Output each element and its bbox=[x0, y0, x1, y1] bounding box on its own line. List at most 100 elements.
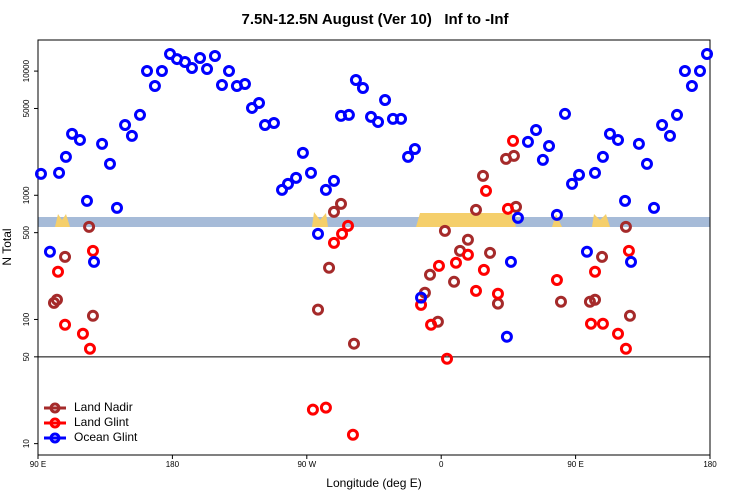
series bbox=[34, 47, 714, 343]
point bbox=[507, 134, 520, 147]
point bbox=[290, 171, 303, 184]
point bbox=[125, 129, 138, 142]
point bbox=[88, 255, 100, 268]
point bbox=[327, 236, 340, 249]
point bbox=[484, 246, 497, 259]
point bbox=[424, 268, 436, 281]
point bbox=[584, 317, 597, 330]
point bbox=[276, 183, 289, 196]
point bbox=[603, 127, 616, 140]
point bbox=[59, 318, 72, 331]
legend-label: Ocean Glint bbox=[74, 430, 138, 444]
point bbox=[194, 52, 207, 65]
point bbox=[304, 166, 317, 179]
point bbox=[693, 64, 706, 77]
point bbox=[521, 135, 534, 148]
point bbox=[448, 275, 461, 288]
point bbox=[550, 273, 563, 286]
point bbox=[648, 201, 660, 214]
point bbox=[558, 107, 571, 120]
point bbox=[59, 150, 72, 163]
point bbox=[96, 137, 109, 150]
x-tick-label: 90 E bbox=[30, 460, 46, 469]
point bbox=[327, 205, 340, 218]
land-shape bbox=[55, 214, 70, 227]
y-tick-label: 50 bbox=[22, 352, 31, 361]
point bbox=[612, 133, 625, 146]
x-tick-label: 180 bbox=[166, 460, 180, 469]
point bbox=[408, 142, 421, 155]
point bbox=[530, 123, 543, 136]
land-shape bbox=[416, 213, 516, 227]
point bbox=[589, 265, 602, 278]
series bbox=[47, 149, 636, 350]
point bbox=[346, 428, 359, 441]
point bbox=[501, 202, 514, 215]
point bbox=[59, 250, 72, 263]
point bbox=[596, 317, 609, 330]
point bbox=[319, 401, 332, 414]
x-tick-label: 180 bbox=[703, 460, 717, 469]
point bbox=[573, 168, 586, 181]
point bbox=[342, 219, 355, 232]
point bbox=[554, 295, 567, 308]
point bbox=[640, 157, 653, 170]
point bbox=[133, 108, 146, 121]
point bbox=[238, 78, 251, 91]
point bbox=[155, 64, 168, 77]
legend-marker bbox=[49, 432, 61, 444]
point bbox=[66, 127, 79, 140]
point bbox=[511, 211, 524, 224]
point bbox=[83, 220, 96, 233]
point bbox=[469, 203, 482, 216]
point bbox=[222, 64, 235, 77]
point bbox=[656, 118, 669, 131]
chart-title: 7.5N-12.5N August (Ver 10) Inf to -Inf bbox=[242, 11, 510, 28]
point bbox=[632, 137, 645, 150]
y-tick-label: 10000 bbox=[22, 59, 31, 82]
point bbox=[73, 133, 86, 146]
point bbox=[208, 50, 221, 63]
point bbox=[469, 284, 482, 297]
point bbox=[349, 74, 362, 87]
point bbox=[110, 201, 123, 214]
y-tick-label: 500 bbox=[22, 225, 31, 239]
x-tick-label: 90 E bbox=[567, 460, 583, 469]
point bbox=[178, 56, 191, 69]
point bbox=[185, 62, 198, 75]
point bbox=[253, 96, 266, 109]
point bbox=[141, 64, 154, 77]
point bbox=[438, 224, 451, 237]
point bbox=[543, 139, 556, 152]
point bbox=[267, 116, 280, 129]
point bbox=[670, 108, 683, 121]
point bbox=[52, 265, 65, 278]
point bbox=[281, 177, 294, 190]
point bbox=[347, 337, 360, 350]
point bbox=[415, 298, 428, 311]
point bbox=[477, 263, 490, 276]
x-tick-label: 0 bbox=[439, 460, 444, 469]
point bbox=[432, 259, 445, 272]
point bbox=[536, 153, 549, 166]
point bbox=[596, 150, 609, 163]
point bbox=[312, 303, 324, 316]
point bbox=[323, 261, 336, 274]
point bbox=[622, 244, 635, 257]
point bbox=[580, 245, 593, 258]
point bbox=[395, 112, 408, 125]
point bbox=[685, 79, 698, 92]
point bbox=[441, 352, 454, 365]
point bbox=[148, 79, 161, 92]
plot-frame bbox=[37, 39, 711, 456]
point bbox=[589, 293, 602, 306]
point bbox=[678, 64, 691, 77]
point bbox=[566, 177, 579, 190]
point bbox=[589, 166, 602, 179]
point bbox=[491, 287, 504, 300]
point bbox=[372, 116, 385, 129]
point bbox=[53, 166, 66, 179]
point bbox=[550, 208, 563, 221]
y-axis-label: N Total bbox=[0, 228, 14, 265]
